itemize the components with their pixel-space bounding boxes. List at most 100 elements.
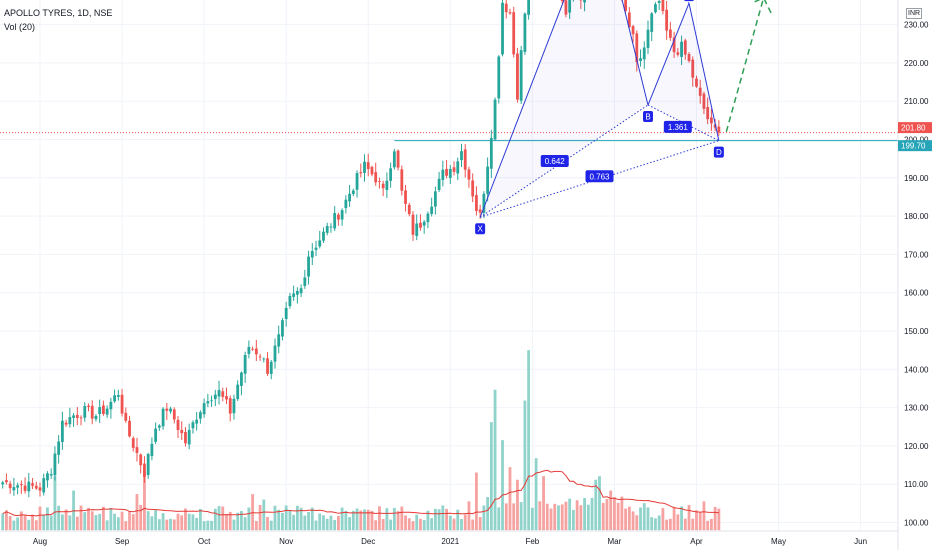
volume-bar (613, 497, 616, 531)
candle-body (191, 422, 195, 429)
candle-body (225, 395, 228, 400)
candle-body (146, 454, 150, 476)
symbol-title[interactable]: APOLLO TYRES, 1D, NSE (4, 8, 113, 18)
pattern-leg (688, 3, 720, 141)
y-tick-label: 190.00 (904, 174, 929, 183)
pattern-leg (647, 2, 690, 106)
candle-body (527, 0, 531, 15)
volume-bar (75, 516, 79, 531)
candle-body (635, 33, 639, 62)
volume-bar (232, 519, 236, 531)
candle-body (400, 169, 404, 191)
price-axis[interactable]: 100.00 110.00 120.00 130.00 140.00 150.00 160.… (897, 0, 929, 550)
pattern-point-label: D (716, 148, 722, 157)
time-axis[interactable]: Aug Sep Oct Nov Dec 2021 Feb Mar Apr May Jun (0, 530, 898, 546)
volume-bar (191, 514, 195, 531)
volume-bar (456, 509, 460, 531)
ratio-label-text: 0.642 (545, 157, 566, 166)
candle-body (698, 87, 702, 96)
candle-body (683, 40, 687, 55)
candle-body (217, 390, 221, 397)
volume-bar (269, 520, 273, 531)
volume-bar (5, 510, 8, 531)
volume-bar (571, 509, 575, 531)
volume-bar (146, 511, 150, 531)
candle-body (501, 2, 504, 55)
y-tick-label: 180.00 (904, 212, 929, 221)
candle-body (83, 406, 87, 418)
volume-bar (228, 511, 232, 531)
candle-body (87, 405, 90, 407)
volume-bar (441, 505, 445, 531)
volume-bar (12, 520, 16, 531)
candle-body (512, 12, 516, 55)
candle-body (422, 221, 426, 226)
volume-bar (98, 513, 102, 531)
candle-body (627, 12, 631, 28)
volume-bar (396, 511, 400, 531)
volume-bar (579, 505, 583, 531)
volume-bar (631, 511, 635, 531)
price-label-box (898, 122, 932, 134)
candle-body (72, 415, 75, 418)
candle-body (12, 487, 16, 491)
pattern-point-box (642, 111, 653, 123)
volume-bar (325, 518, 329, 531)
volume-bar (448, 515, 452, 531)
x-tick-label: Feb (525, 537, 539, 546)
volume-bar (422, 520, 426, 531)
volume-indicator-label[interactable]: Vol (20) (4, 22, 36, 32)
volume-bar (594, 479, 598, 531)
x-tick-label: Aug (33, 537, 47, 546)
candle-body (102, 405, 105, 414)
candle-body (228, 398, 232, 414)
volume-bar (87, 507, 90, 531)
volume-bar (348, 517, 351, 531)
volume-bar (16, 517, 20, 531)
y-tick-label: 230.00 (904, 21, 929, 30)
volume-bar (691, 518, 695, 531)
x-tick-label: Mar (608, 537, 622, 546)
candle-body (180, 429, 184, 434)
candle-body (378, 181, 381, 182)
volume-bar (351, 510, 355, 531)
candle-body (519, 50, 523, 101)
candle-body (1, 482, 5, 485)
candle-body (415, 223, 419, 236)
candle-body (161, 408, 165, 427)
y-tick-label: 110.00 (904, 480, 928, 489)
pattern-point-box (475, 223, 486, 235)
candle-body (19, 484, 23, 486)
volume-bar (415, 514, 419, 531)
candle-body (411, 214, 415, 235)
volume-bar (102, 506, 105, 531)
candle-body (139, 454, 143, 466)
volume-bar (590, 497, 594, 531)
candle-body (176, 419, 180, 430)
candle-body (355, 173, 359, 190)
candle-body (486, 166, 489, 194)
volume-moving-average (2, 469, 719, 517)
candle-body (251, 348, 255, 350)
volume-bar (355, 508, 359, 531)
candle-body (437, 178, 441, 191)
volume-bar (516, 479, 519, 531)
x-tick-label: May (771, 537, 786, 546)
candle-body (281, 320, 284, 337)
candle-body (448, 168, 452, 178)
candle-body (23, 485, 27, 491)
candle-body (38, 487, 42, 491)
candle-body (475, 195, 478, 211)
candle-body (650, 13, 654, 32)
volume-bar (273, 505, 277, 531)
volume-bar (31, 514, 34, 531)
volume-bar (683, 518, 687, 531)
candle-body (31, 483, 34, 486)
volume-bar (310, 507, 314, 531)
volume-bar (150, 516, 154, 531)
candle-body (657, 1, 661, 3)
volume-bar (344, 510, 348, 531)
ratio-label-box (663, 120, 692, 133)
